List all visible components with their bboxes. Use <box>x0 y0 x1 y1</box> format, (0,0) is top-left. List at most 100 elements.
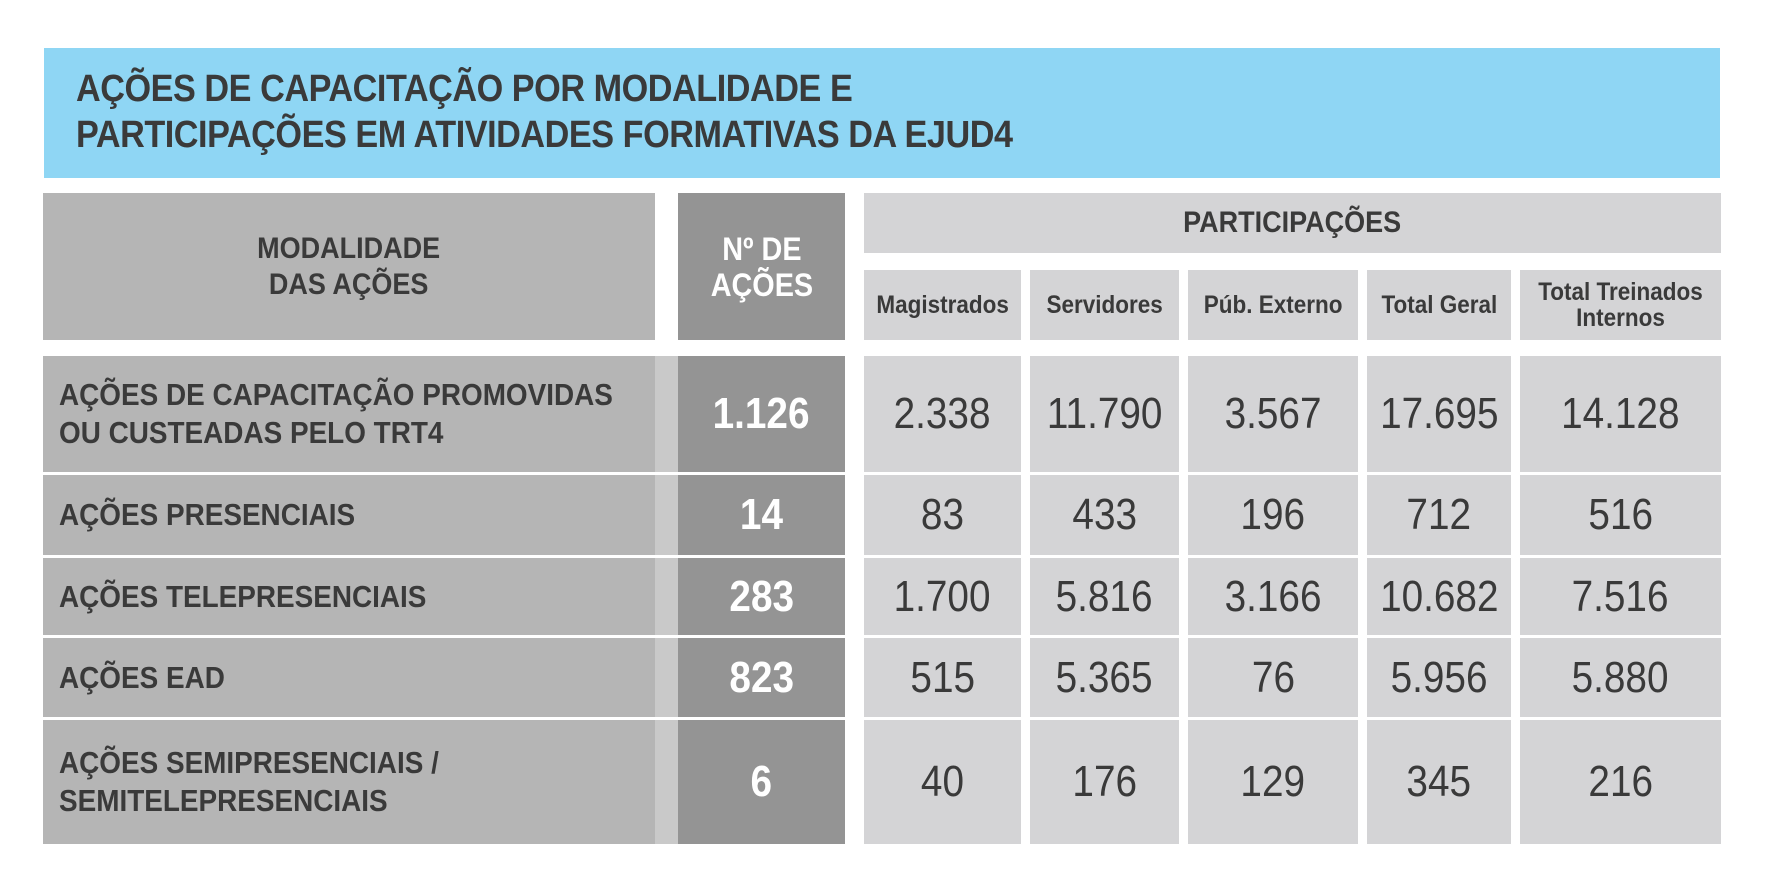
value-cell-pub-externo: 3.567 <box>1188 356 1358 472</box>
value-total-geral: 10.682 <box>1379 571 1499 621</box>
value-cell-servidores: 5.816 <box>1030 558 1179 635</box>
row-separator-strip <box>655 356 678 472</box>
value-cell-total-treinados: 216 <box>1520 720 1721 844</box>
value-magistrados: 83 <box>920 490 965 539</box>
value-pub-externo: 3.166 <box>1224 571 1322 621</box>
row-label-cell: AÇÕES PRESENCIAIS <box>43 475 655 555</box>
row-label-line: AÇÕES EAD <box>59 659 225 695</box>
value-cell-magistrados: 1.700 <box>864 558 1021 635</box>
header-separator-strip <box>655 193 678 340</box>
row-label-line: AÇÕES TELEPRESENCIAIS <box>59 578 427 614</box>
value-total-geral: 5.956 <box>1390 652 1488 702</box>
value-cell-total-treinados: 516 <box>1520 475 1721 555</box>
title-line-1: AÇÕES DE CAPACITAÇÃO POR MODALIDADE E <box>76 68 853 110</box>
acoes-count: 6 <box>750 757 773 806</box>
value-cell-pub-externo: 129 <box>1188 720 1358 844</box>
value-cell-pub-externo: 76 <box>1188 638 1358 717</box>
acoes-count: 823 <box>729 652 794 702</box>
acoes-count: 1.126 <box>713 389 810 438</box>
header-modalidade: MODALIDADE DAS AÇÕES <box>43 193 655 340</box>
value-servidores: 11.790 <box>1046 389 1163 438</box>
column-header-label: Púb. Externo <box>1203 291 1343 319</box>
header-modalidade-line-1: MODALIDADE <box>257 231 441 265</box>
row-label-line: OU CUSTEADAS PELO TRT4 <box>59 415 444 450</box>
row-label-cell: AÇÕES TELEPRESENCIAIS <box>43 558 655 635</box>
column-header-label: Total Geral <box>1381 291 1497 319</box>
row-separator-strip <box>655 558 678 635</box>
row-label-line: AÇÕES DE CAPACITAÇÃO PROMOVIDAS <box>59 377 613 412</box>
column-header-label: Total Treinados Internos <box>1538 278 1703 332</box>
value-total-geral: 17.695 <box>1379 389 1499 438</box>
value-cell-magistrados: 515 <box>864 638 1021 717</box>
value-cell-total-treinados: 14.128 <box>1520 356 1721 472</box>
row-separator-strip <box>655 638 678 717</box>
value-servidores: 5.365 <box>1056 652 1153 702</box>
column-header-label: Magistrados <box>876 291 1009 319</box>
value-cell-pub-externo: 3.166 <box>1188 558 1358 635</box>
value-magistrados: 40 <box>920 757 965 806</box>
row-label: AÇÕES EAD <box>59 659 225 697</box>
value-cell-total-geral: 17.695 <box>1367 356 1511 472</box>
value-total-treinados: 14.128 <box>1561 389 1680 438</box>
row-label-cell: AÇÕES DE CAPACITAÇÃO PROMOVIDAS OU CUSTEA… <box>43 356 655 472</box>
title-banner: AÇÕES DE CAPACITAÇÃO POR MODALIDADE E PA… <box>44 48 1720 178</box>
value-cell-total-geral: 5.956 <box>1367 638 1511 717</box>
header-participacoes: PARTICIPAÇÕES <box>864 193 1721 253</box>
column-header-servidores: Servidores <box>1030 270 1179 340</box>
row-label-line: AÇÕES PRESENCIAIS <box>59 497 356 532</box>
column-header-label: Servidores <box>1046 291 1163 319</box>
value-cell-total-geral: 10.682 <box>1367 558 1511 635</box>
column-header-magistrados: Magistrados <box>864 270 1021 340</box>
value-cell-magistrados: 83 <box>864 475 1021 555</box>
row-label-cell: AÇÕES EAD <box>43 638 655 717</box>
value-cell-total-geral: 345 <box>1367 720 1511 844</box>
value-cell-total-treinados: 7.516 <box>1520 558 1721 635</box>
row-label-line: AÇÕES SEMIPRESENCIAIS / <box>59 745 439 780</box>
header-num-acoes: Nº DE AÇÕES <box>678 193 845 340</box>
value-cell-magistrados: 2.338 <box>864 356 1021 472</box>
column-header-total-treinados: Total Treinados Internos <box>1520 270 1721 340</box>
value-cell-total-geral: 712 <box>1367 475 1511 555</box>
value-total-treinados: 216 <box>1588 757 1653 806</box>
value-cell-servidores: 5.365 <box>1030 638 1179 717</box>
value-cell-servidores: 11.790 <box>1030 356 1179 472</box>
row-label-line: SEMITELEPRESENCIAIS <box>59 783 388 818</box>
acoes-count: 14 <box>739 490 784 539</box>
row-label: AÇÕES TELEPRESENCIAIS <box>59 578 426 616</box>
acoes-count: 283 <box>729 571 794 621</box>
value-servidores: 176 <box>1072 757 1137 806</box>
row-separator-strip <box>655 720 678 844</box>
row-label: AÇÕES PRESENCIAIS <box>59 496 355 534</box>
value-total-geral: 345 <box>1406 757 1472 806</box>
header-num-line-2: AÇÕES <box>710 266 813 303</box>
value-pub-externo: 76 <box>1251 652 1295 702</box>
value-cell-servidores: 176 <box>1030 720 1179 844</box>
acoes-count-cell: 1.126 <box>678 356 845 472</box>
acoes-count-cell: 14 <box>678 475 845 555</box>
value-pub-externo: 3.567 <box>1224 389 1322 438</box>
value-pub-externo: 129 <box>1240 757 1306 806</box>
value-total-treinados: 7.516 <box>1572 571 1669 621</box>
title-line-2: PARTICIPAÇÕES EM ATIVIDADES FORMATIVAS D… <box>76 114 1013 156</box>
column-header-total-geral: Total Geral <box>1367 270 1511 340</box>
value-total-geral: 712 <box>1406 490 1472 539</box>
row-label: AÇÕES DE CAPACITAÇÃO PROMOVIDAS OU CUSTEA… <box>59 376 613 452</box>
header-num-line-1: Nº DE <box>721 230 802 267</box>
value-pub-externo: 196 <box>1240 490 1306 539</box>
column-header-pub-externo: Púb. Externo <box>1188 270 1358 340</box>
value-cell-servidores: 433 <box>1030 475 1179 555</box>
acoes-count-cell: 283 <box>678 558 845 635</box>
value-servidores: 433 <box>1072 490 1137 539</box>
value-magistrados: 2.338 <box>894 389 991 438</box>
header-modalidade-line-2: DAS AÇÕES <box>269 267 429 301</box>
value-magistrados: 1.700 <box>894 571 991 621</box>
value-servidores: 5.816 <box>1056 571 1153 621</box>
header-participacoes-label: PARTICIPAÇÕES <box>1183 206 1402 239</box>
acoes-count-cell: 6 <box>678 720 845 844</box>
row-separator-strip <box>655 475 678 555</box>
row-label-cell: AÇÕES SEMIPRESENCIAIS / SEMITELEPRESENCIA… <box>43 720 655 844</box>
value-cell-magistrados: 40 <box>864 720 1021 844</box>
acoes-count-cell: 823 <box>678 638 845 717</box>
value-total-treinados: 5.880 <box>1572 652 1669 702</box>
value-cell-total-treinados: 5.880 <box>1520 638 1721 717</box>
